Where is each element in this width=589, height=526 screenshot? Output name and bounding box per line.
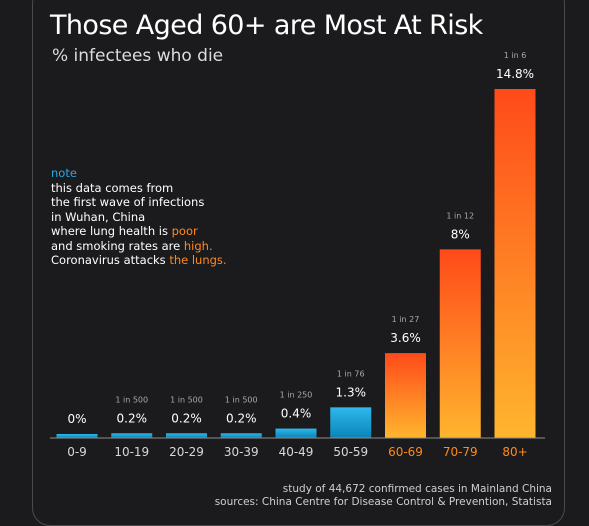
bar bbox=[166, 433, 207, 438]
note-heading: note bbox=[51, 166, 77, 180]
note-highlight: high. bbox=[183, 238, 213, 253]
bar-ratio-label: 1 in 500 bbox=[170, 395, 203, 404]
note-line: the first wave of infections bbox=[51, 195, 205, 209]
bars-layer: 0% 0-9 0.2% 1 in 500 10-19 0.2% 1 in 500 20-29 0… bbox=[56, 51, 536, 459]
bar bbox=[56, 434, 98, 438]
x-tick-label: 60-69 bbox=[388, 445, 423, 459]
bar bbox=[111, 433, 153, 438]
footer-study-note: study of 44,672 confirmed cases in Mainl… bbox=[282, 483, 552, 495]
bar-ratio-label: 1 in 500 bbox=[225, 395, 258, 404]
footer-sources: sources: China Centre for Disease Contro… bbox=[214, 496, 552, 508]
x-tick-label: 0-9 bbox=[67, 445, 87, 459]
note-line: Coronavirus attacks the lungs. bbox=[51, 253, 227, 268]
footer: study of 44,672 confirmed cases in Mainl… bbox=[215, 483, 552, 509]
x-tick-label: 30-39 bbox=[224, 445, 259, 459]
note-line: in Wuhan, China bbox=[51, 209, 146, 224]
note-line: where lung health is poor bbox=[51, 224, 227, 239]
x-tick-label: 40-49 bbox=[279, 445, 314, 459]
bar bbox=[220, 433, 262, 438]
note-box: note this data comes from the first wave… bbox=[51, 166, 227, 268]
bar-ratio-label: 1 in 12 bbox=[446, 211, 474, 220]
bar bbox=[275, 428, 317, 438]
note-line: this data comes from bbox=[51, 180, 174, 195]
note-text: where lung health is bbox=[51, 224, 172, 238]
chart-title: Those Aged 60+ are Most At Risk bbox=[50, 10, 483, 41]
bar-value-label: 0.2% bbox=[226, 411, 257, 425]
bar-value-label: 0.2% bbox=[171, 411, 202, 425]
bar-chart: 0% 0-9 0.2% 1 in 500 10-19 0.2% 1 in 500 20-29 0… bbox=[50, 51, 545, 459]
bar-value-label: 14.8% bbox=[496, 67, 534, 81]
bar-value-label: 3.6% bbox=[390, 331, 421, 345]
bar-value-label: 1.3% bbox=[336, 385, 367, 399]
bar-value-label: 0% bbox=[67, 412, 86, 426]
x-tick-label: 10-19 bbox=[114, 445, 149, 459]
bar bbox=[330, 407, 372, 438]
note-line: and smoking rates are high. bbox=[51, 239, 227, 254]
bar-value-label: 8% bbox=[451, 227, 470, 241]
note-text: Coronavirus attacks bbox=[51, 253, 170, 267]
x-tick-label: 50-59 bbox=[333, 445, 368, 459]
x-tick-label: 70-79 bbox=[443, 445, 478, 459]
bar-ratio-label: 1 in 500 bbox=[115, 395, 148, 404]
chart-subtitle: % infectees who die bbox=[52, 46, 224, 66]
note-highlight: the lungs. bbox=[169, 253, 227, 267]
x-tick-label: 80+ bbox=[502, 445, 527, 459]
bar-ratio-label: 1 in 27 bbox=[392, 315, 420, 324]
bar-ratio-label: 1 in 76 bbox=[337, 369, 365, 378]
bar bbox=[494, 89, 536, 438]
x-tick-label: 20-29 bbox=[169, 445, 204, 459]
bar-ratio-label: 1 in 6 bbox=[504, 51, 527, 60]
note-text: and smoking rates are bbox=[51, 238, 184, 253]
bar bbox=[439, 249, 481, 438]
note-highlight: poor bbox=[171, 224, 198, 238]
bar bbox=[385, 353, 426, 438]
bar-ratio-label: 1 in 250 bbox=[280, 391, 313, 400]
bar-value-label: 0.4% bbox=[281, 407, 312, 421]
bar-value-label: 0.2% bbox=[117, 411, 148, 425]
